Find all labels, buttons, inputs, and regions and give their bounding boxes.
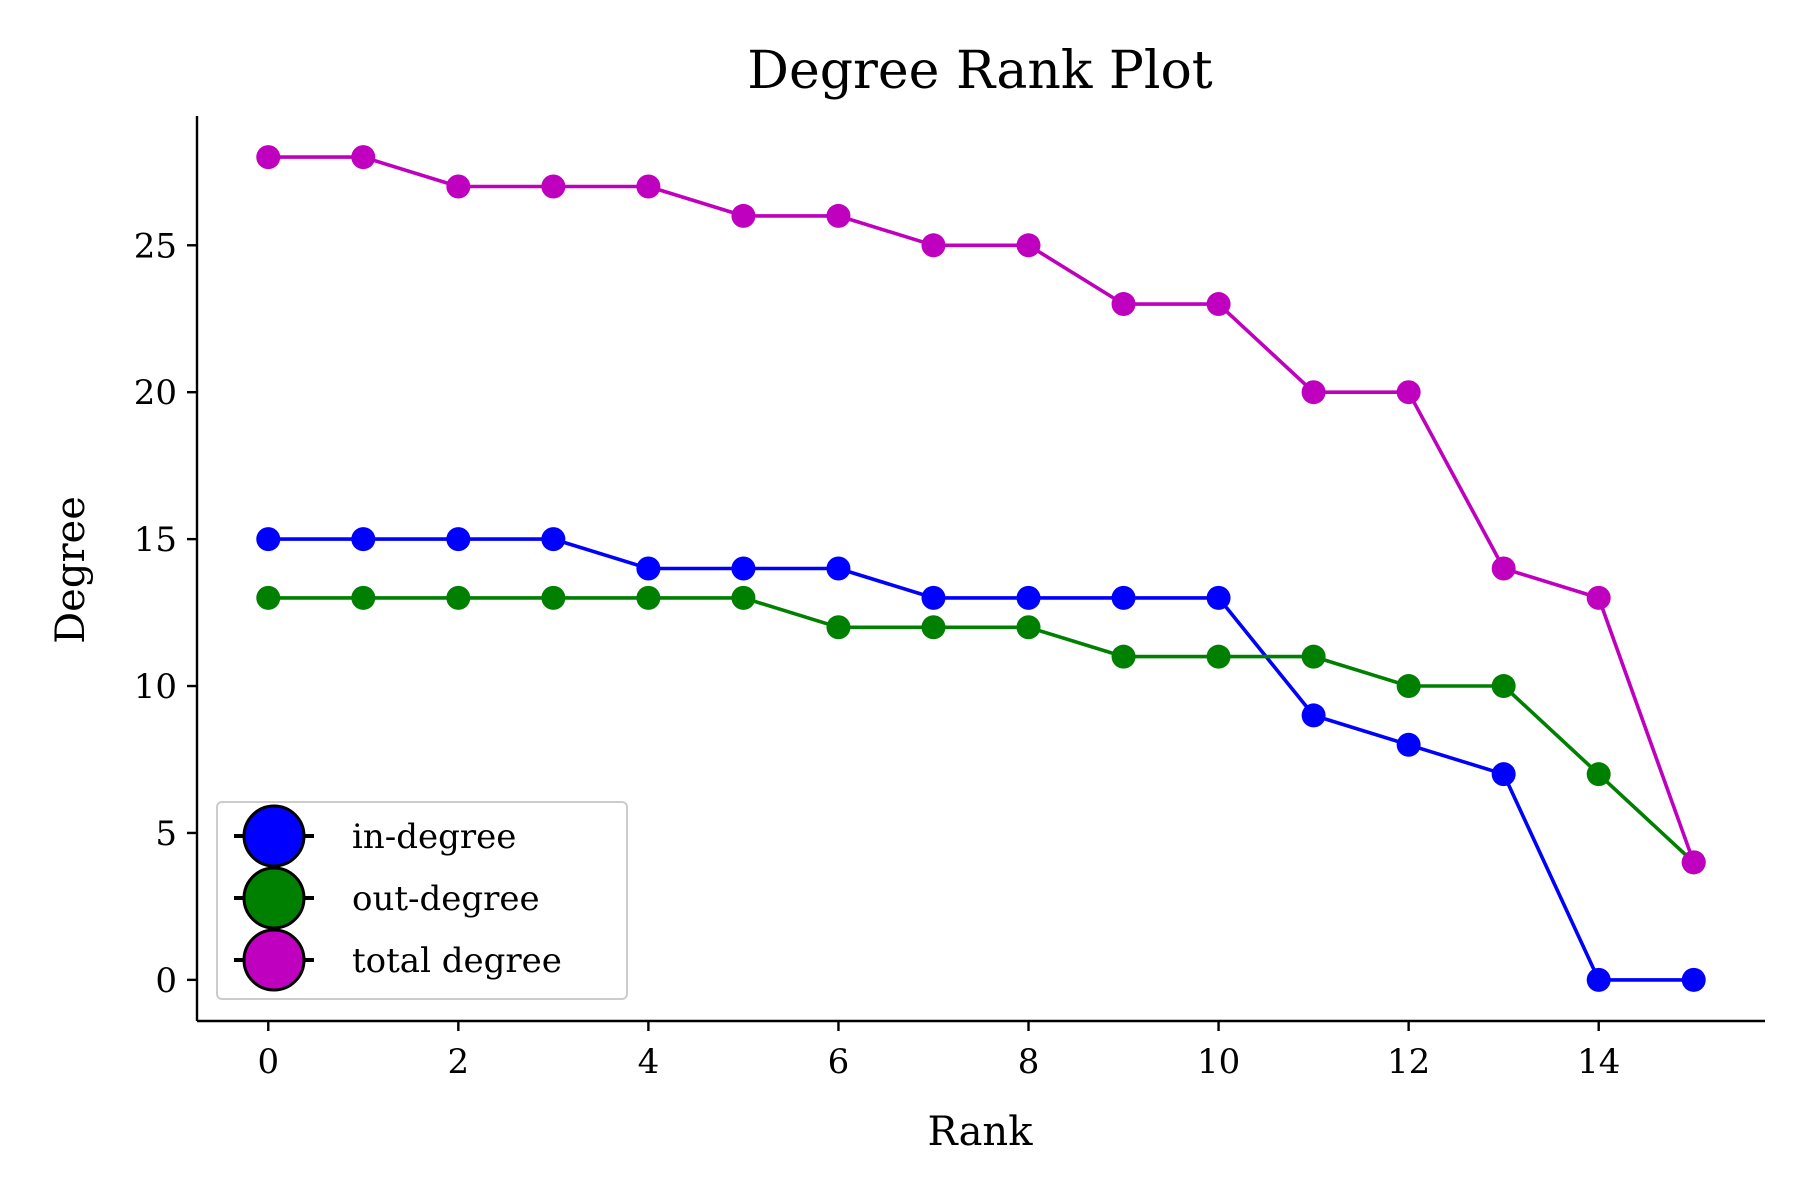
data-point-total-degree	[446, 174, 471, 199]
data-point-out-degree	[1586, 762, 1611, 787]
data-point-in-degree	[1206, 585, 1231, 610]
data-point-out-degree	[826, 615, 851, 640]
data-point-total-degree	[826, 203, 851, 228]
data-point-out-degree	[1396, 674, 1421, 699]
y-tick-label: 25	[134, 226, 177, 266]
series-line-out-degree	[268, 596, 1695, 864]
data-point-total-degree	[731, 203, 756, 228]
data-point-total-degree	[1681, 850, 1706, 875]
plot-area	[256, 145, 1706, 992]
data-point-in-degree	[1301, 703, 1326, 728]
legend-label-in-degree: in-degree	[352, 817, 516, 857]
x-tick-label: 0	[257, 1042, 279, 1082]
data-point-total-degree	[1016, 233, 1041, 258]
legend: in-degree out-degree total degree	[216, 801, 628, 1000]
data-point-total-degree	[351, 145, 376, 170]
data-point-total-degree	[541, 174, 566, 199]
data-point-in-degree	[1111, 585, 1136, 610]
legend-marker-total-degree	[242, 928, 306, 992]
data-point-total-degree	[1586, 585, 1611, 610]
legend-label-out-degree: out-degree	[352, 879, 540, 919]
y-tick-label: 15	[134, 520, 177, 560]
data-point-in-degree	[256, 527, 281, 552]
data-point-out-degree	[636, 585, 661, 610]
data-point-total-degree	[921, 233, 946, 258]
series-line-total-degree	[268, 155, 1696, 863]
data-point-total-degree	[1491, 556, 1516, 581]
x-tick-label: 8	[1018, 1042, 1040, 1082]
data-point-in-degree	[1016, 585, 1041, 610]
data-point-total-degree	[1111, 292, 1136, 317]
y-tick-label: 20	[134, 373, 177, 413]
data-point-in-degree	[351, 527, 376, 552]
x-tick-label: 10	[1197, 1042, 1240, 1082]
x-tick-label: 14	[1577, 1042, 1620, 1082]
data-point-out-degree	[1301, 644, 1326, 669]
data-point-in-degree	[826, 556, 851, 581]
data-point-out-degree	[921, 615, 946, 640]
y-tick-label: 5	[155, 814, 177, 854]
data-point-out-degree	[541, 585, 566, 610]
legend-box	[216, 801, 628, 1000]
data-point-out-degree	[351, 585, 376, 610]
data-point-in-degree	[1681, 967, 1706, 992]
x-tick-label: 2	[448, 1042, 470, 1082]
y-axis-label: Degree	[48, 496, 94, 644]
data-point-in-degree	[541, 527, 566, 552]
x-axis-label: Rank	[928, 1109, 1034, 1155]
data-point-out-degree	[1491, 674, 1516, 699]
y-tick-label: 10	[134, 667, 177, 707]
data-point-in-degree	[921, 585, 946, 610]
data-point-in-degree	[636, 556, 661, 581]
data-point-total-degree	[1206, 292, 1231, 317]
x-tick-label: 6	[828, 1042, 850, 1082]
data-point-in-degree	[731, 556, 756, 581]
x-tick-label: 4	[638, 1042, 660, 1082]
chart-title: Degree Rank Plot	[747, 41, 1212, 101]
legend-marker-in-degree	[242, 804, 306, 868]
data-point-total-degree	[1301, 380, 1326, 405]
data-point-in-degree	[1396, 732, 1421, 757]
data-point-out-degree	[256, 585, 281, 610]
data-point-total-degree	[1396, 380, 1421, 405]
data-point-out-degree	[1016, 615, 1041, 640]
x-tick-label: 12	[1387, 1042, 1430, 1082]
legend-label-total-degree: total degree	[352, 941, 562, 981]
y-tick-label: 0	[155, 961, 177, 1001]
data-point-in-degree	[1491, 762, 1516, 787]
data-point-out-degree	[1111, 644, 1136, 669]
data-point-total-degree	[256, 145, 281, 170]
data-point-in-degree	[446, 527, 471, 552]
legend-marker-out-degree	[242, 866, 306, 930]
data-point-out-degree	[1206, 644, 1231, 669]
data-point-in-degree	[1586, 967, 1611, 992]
data-point-out-degree	[731, 585, 756, 610]
data-point-total-degree	[636, 174, 661, 199]
axes: 0 2 4 6 8 10 12 14 0 5 10 15 20 25	[134, 116, 1765, 1082]
series-line-in-degree	[268, 537, 1694, 982]
data-point-out-degree	[446, 585, 471, 610]
